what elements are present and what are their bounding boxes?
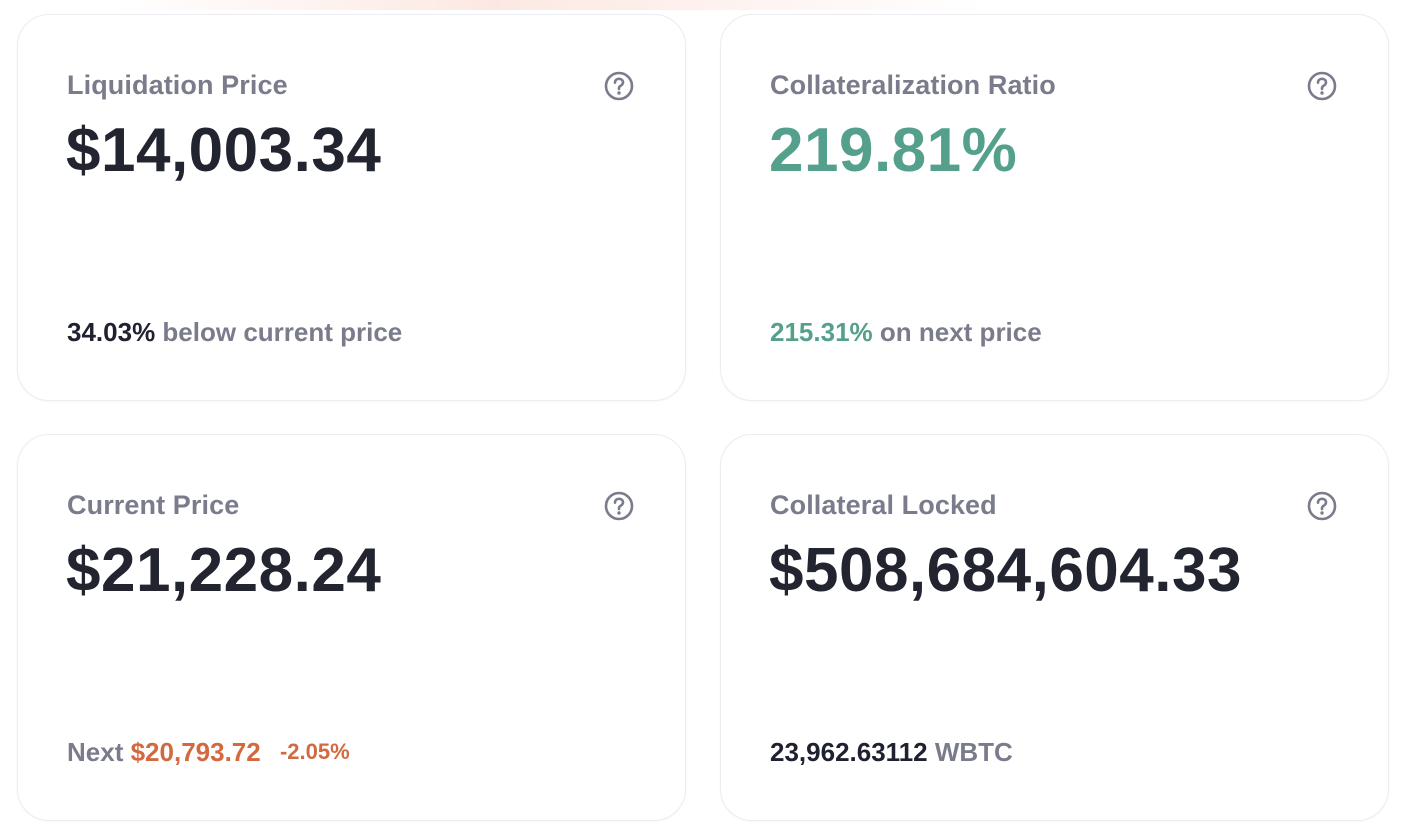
collateralization-ratio-footer: 215.31% on next price bbox=[770, 317, 1042, 348]
collateralization-ratio-card: Collateralization Ratio 219.81% 215.31% … bbox=[720, 14, 1389, 401]
current-price-label: Current Price bbox=[67, 490, 240, 520]
next-price-prefix: Next bbox=[67, 737, 124, 767]
liquidation-price-label: Liquidation Price bbox=[67, 70, 288, 100]
collateralization-ratio-label: Collateralization Ratio bbox=[770, 70, 1056, 100]
liquidation-distance-text: below current price bbox=[162, 317, 403, 347]
next-price-value: $20,793.72 bbox=[130, 737, 261, 767]
next-ratio-percent: 215.31% bbox=[770, 317, 873, 347]
collateral-locked-footer: 23,962.63112 WBTC bbox=[770, 737, 1013, 768]
liquidation-price-card: Liquidation Price $14,003.34 34.03% belo… bbox=[17, 14, 686, 401]
question-circle-icon[interactable] bbox=[1306, 490, 1338, 522]
question-circle-icon[interactable] bbox=[603, 70, 635, 102]
liquidation-price-value: $14,003.34 bbox=[66, 116, 382, 185]
collateral-amount: 23,962.63112 bbox=[770, 737, 928, 767]
current-price-value: $21,228.24 bbox=[66, 536, 382, 605]
vault-stats-grid: Liquidation Price $14,003.34 34.03% belo… bbox=[17, 14, 1389, 821]
liquidation-price-footer: 34.03% below current price bbox=[67, 317, 402, 348]
collateral-locked-card: Collateral Locked $508,684,604.33 23,962… bbox=[720, 434, 1389, 821]
question-circle-icon[interactable] bbox=[1306, 70, 1338, 102]
top-gradient-glow bbox=[0, 0, 1404, 10]
collateral-token: WBTC bbox=[934, 737, 1013, 767]
next-price-change: -2.05% bbox=[279, 739, 350, 764]
current-price-footer: Next $20,793.72 -2.05% bbox=[67, 737, 350, 768]
collateral-locked-label: Collateral Locked bbox=[770, 490, 997, 520]
collateralization-ratio-value: 219.81% bbox=[769, 116, 1018, 185]
next-ratio-text: on next price bbox=[879, 317, 1042, 347]
collateral-locked-value: $508,684,604.33 bbox=[769, 536, 1242, 605]
current-price-card: Current Price $21,228.24 Next $20,793.72… bbox=[17, 434, 686, 821]
liquidation-distance-percent: 34.03% bbox=[67, 317, 156, 347]
question-circle-icon[interactable] bbox=[603, 490, 635, 522]
